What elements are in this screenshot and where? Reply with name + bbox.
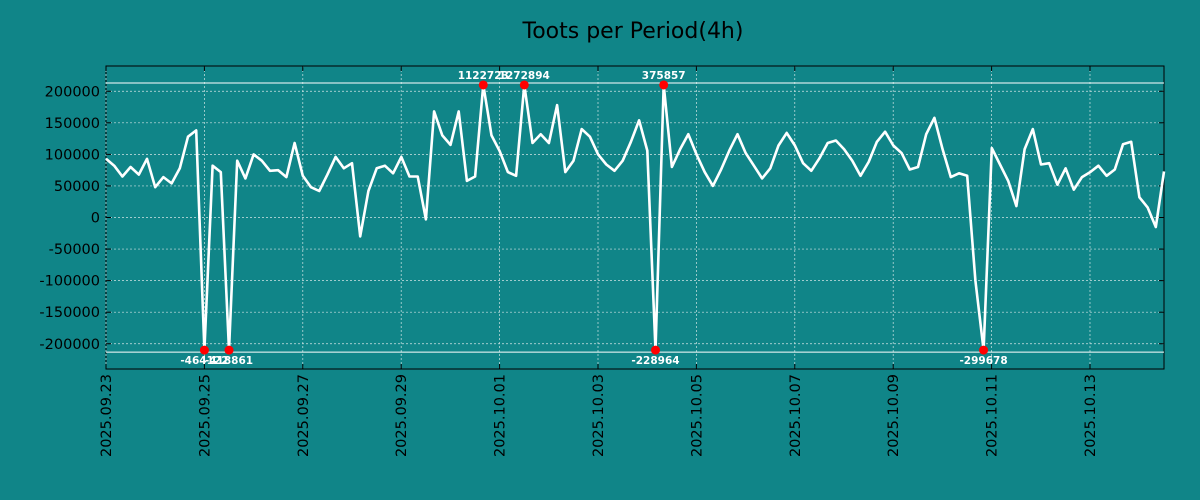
outlier-label: -228964 <box>631 355 679 367</box>
outlier-marker <box>478 80 488 90</box>
x-tick-label: 2025.09.25 <box>197 374 213 457</box>
outlier-label: 1122723 <box>458 70 509 82</box>
y-tick-label: 50000 <box>54 179 100 195</box>
limit-lines <box>106 82 1164 353</box>
x-tick-label: 2025.10.07 <box>788 374 804 457</box>
y-tick-label: 200000 <box>45 84 100 100</box>
outlier-marker <box>979 345 989 355</box>
x-tick-label: 2025.10.09 <box>886 374 902 457</box>
outlier-label: 1272894 <box>499 70 550 82</box>
x-tick-label: 2025.10.13 <box>1083 374 1099 457</box>
x-tick-label: 2025.10.11 <box>985 374 1001 457</box>
y-tick-label: -100000 <box>39 274 100 290</box>
outlier-marker <box>659 80 669 90</box>
x-tick-label: 2025.10.05 <box>689 374 705 457</box>
outlier-label: 375857 <box>642 70 686 82</box>
outlier-marker <box>519 80 529 90</box>
y-axis-ticks: 200000 150000 100000 50000 0 -50000 -100000 -15… <box>39 84 1164 353</box>
x-tick-label: 2025.09.29 <box>394 374 410 457</box>
outlier-label: -418861 <box>205 355 253 367</box>
series-line-toots <box>105 83 1166 352</box>
y-tick-label: 0 <box>91 211 100 227</box>
x-tick-label: 2025.10.01 <box>493 374 509 457</box>
x-tick-label: 2025.09.23 <box>99 374 115 457</box>
outlier-marker <box>224 345 234 355</box>
outlier-marker <box>199 345 209 355</box>
y-tick-label: -150000 <box>39 305 100 321</box>
outlier-label: -464122 <box>180 355 228 367</box>
outlier-marker <box>651 345 661 355</box>
y-tick-label: 100000 <box>45 147 100 163</box>
x-tick-label: 2025.09.27 <box>296 374 312 457</box>
chart-title: Toots per Period(4h) <box>522 19 744 44</box>
y-tick-label: -200000 <box>39 337 100 353</box>
x-axis-ticks: 2025.09.23 2025.09.25 2025.09.27 2025.09.29… <box>99 66 1099 457</box>
outlier-label: -299678 <box>959 355 1007 367</box>
y-tick-label: -50000 <box>49 242 100 258</box>
x-tick-label: 2025.10.03 <box>591 374 607 457</box>
y-tick-label: 150000 <box>45 116 100 132</box>
